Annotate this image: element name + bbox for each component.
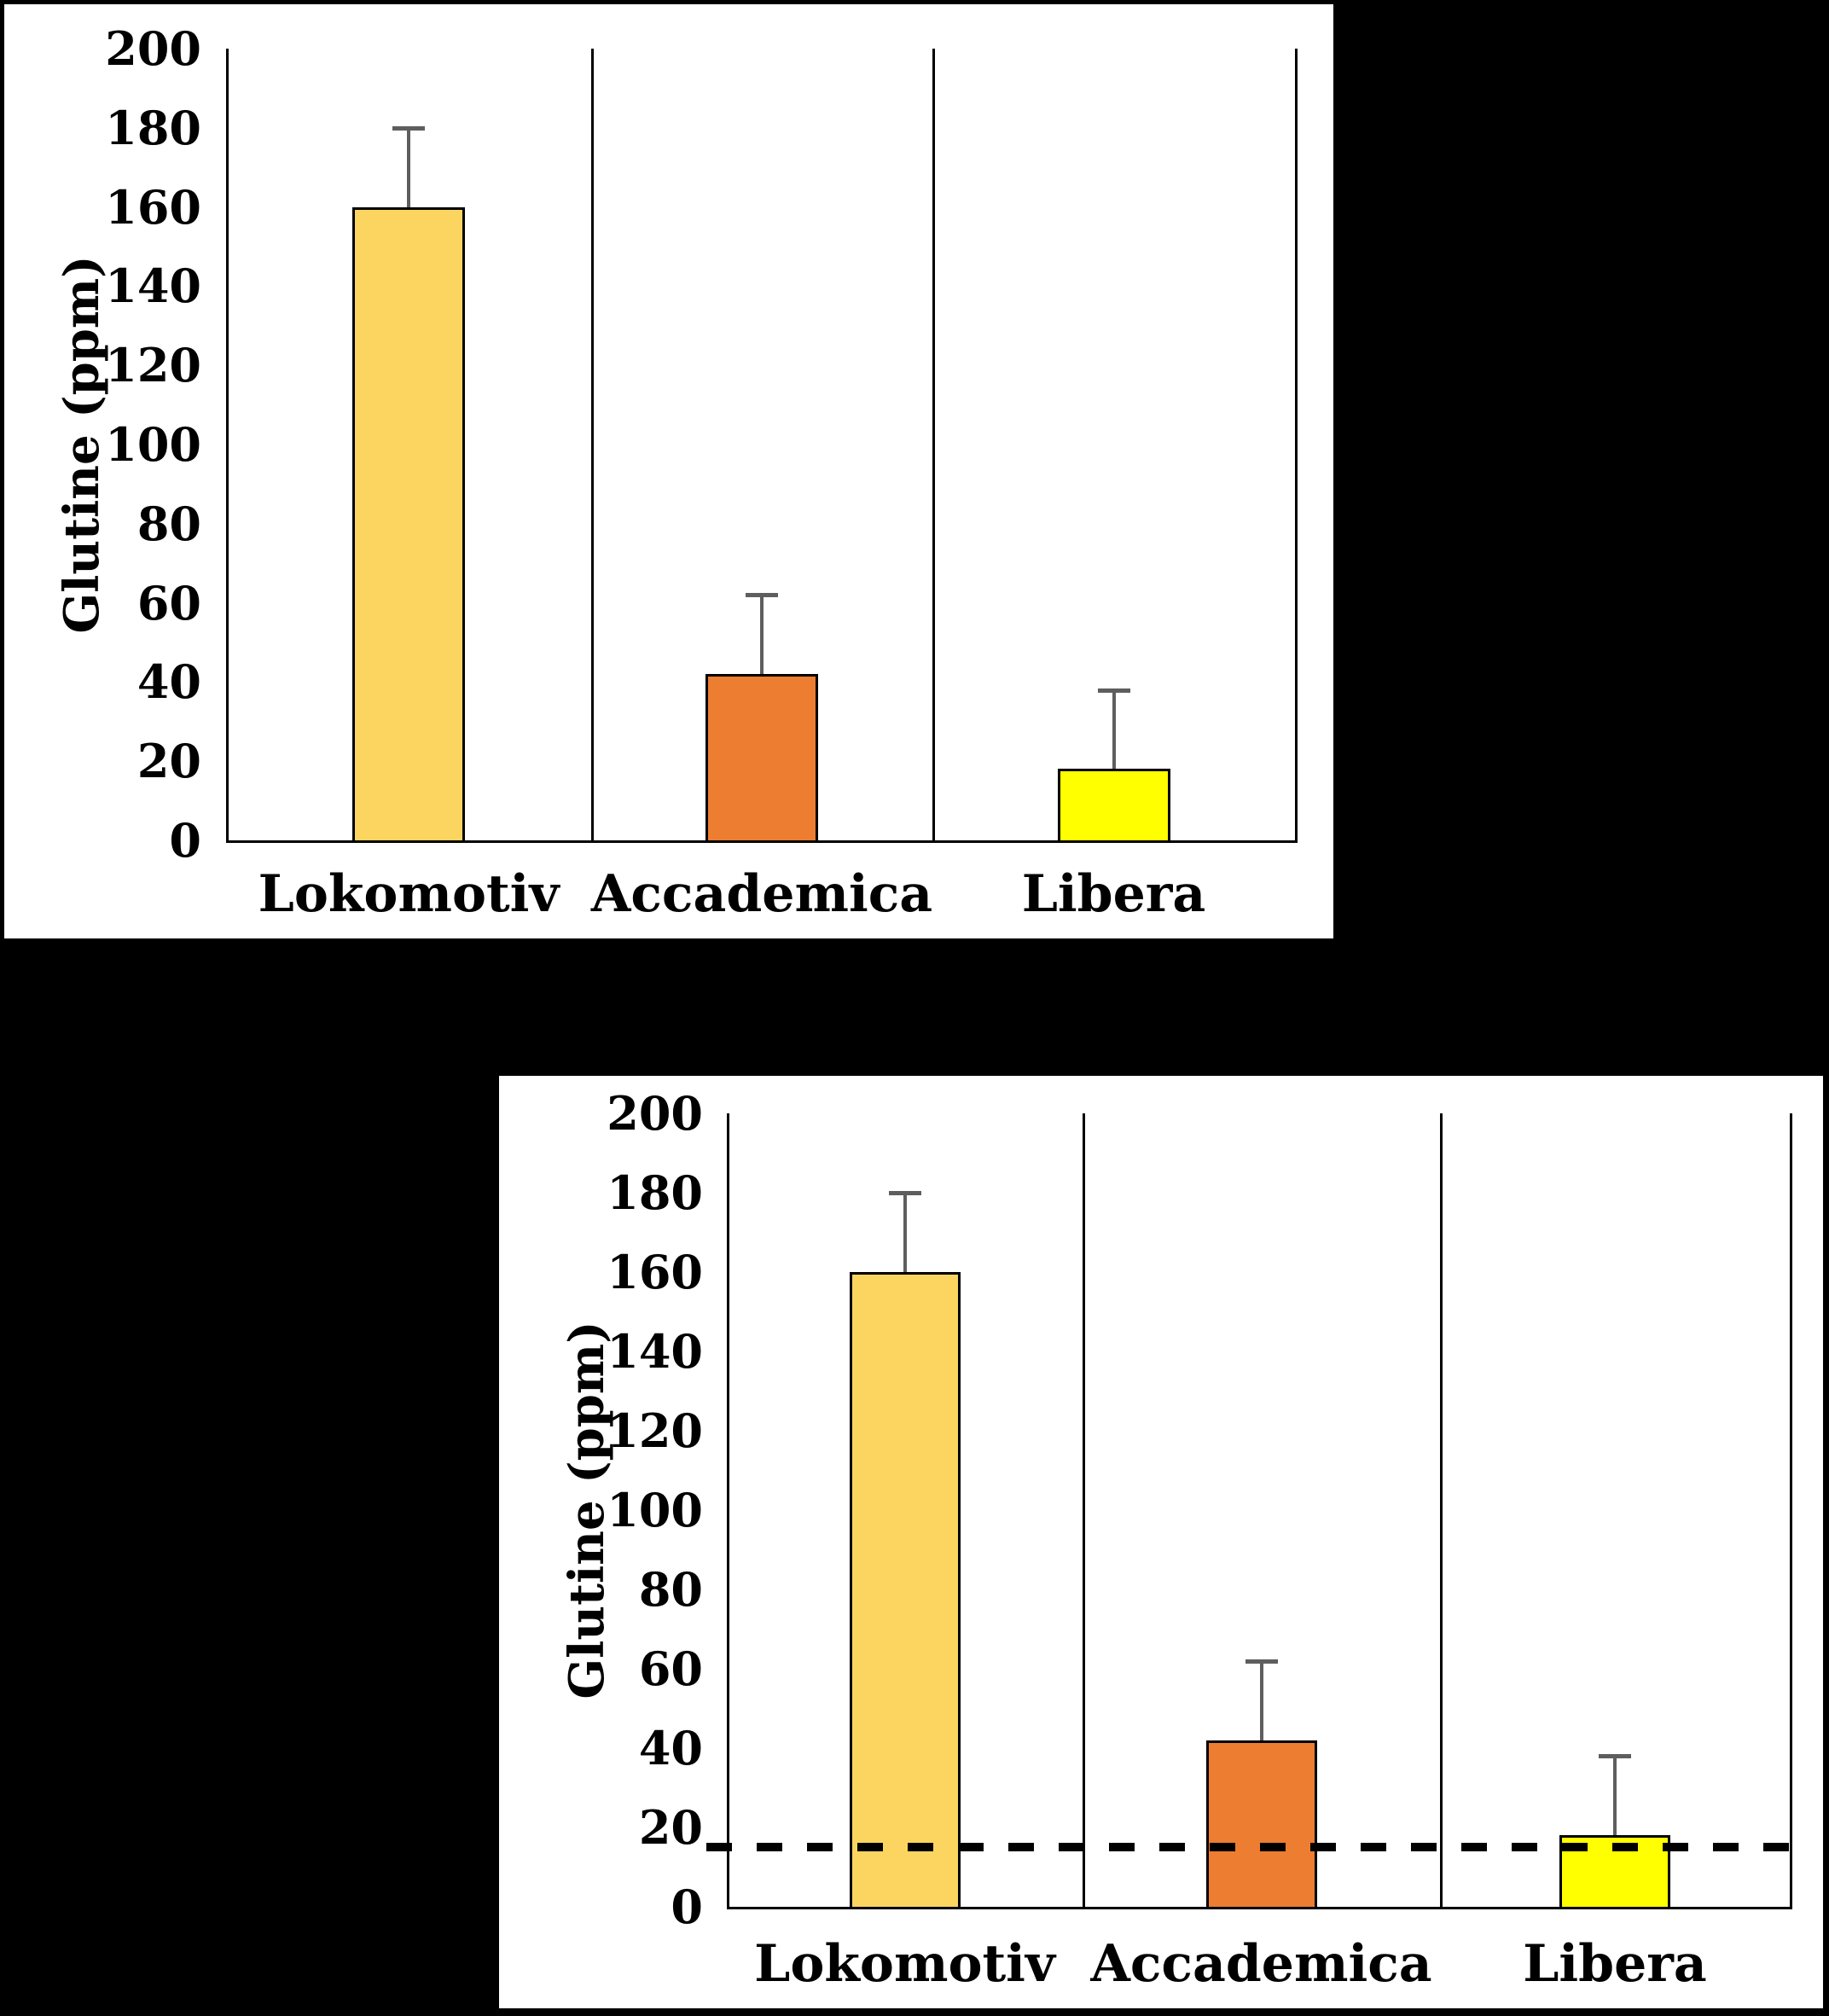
y-tick-label: 120 [105,338,201,393]
category-divider-line [1440,1113,1443,1907]
y-axis-line [727,1113,729,1907]
y-tick-label: 120 [607,1403,703,1458]
error-bar-cap [888,1191,921,1195]
y-tick-label: 200 [105,21,201,76]
x-category-label: Accademica [590,864,933,924]
error-bar-cap [1599,1754,1631,1759]
bar-accademica [705,674,818,843]
error-bar-stem [903,1193,907,1272]
x-category-label: Libera [1021,864,1206,924]
error-bar-cap [392,125,425,131]
category-divider-line [932,49,935,840]
error-bar-cap [746,593,778,598]
chart-panel-bottom: 0 20 40 60 80 100 120 140 160 180 200 Glutine (ppm)… [496,1073,1826,2011]
y-tick-label: 180 [105,100,201,155]
y-tick-label: 60 [136,575,201,630]
y-tick-label: 20 [136,734,201,789]
plot-right-border-line [1790,1113,1792,1907]
category-divider-line [591,49,594,840]
error-bar-cap [1245,1659,1278,1664]
y-tick-label: 200 [607,1086,703,1141]
y-tick-label: 160 [607,1245,703,1299]
bar-accademica [1205,1740,1317,1909]
x-category-label: Lokomotiv [258,864,560,924]
error-bar-stem [1112,689,1116,770]
bar-lokomotiv [849,1272,961,1909]
x-category-label: Libera [1523,1934,1707,1994]
y-axis-title: Glutine (ppm) [559,1321,615,1699]
error-bar-stem [1613,1756,1617,1836]
y-tick-label: 100 [607,1483,703,1537]
x-category-label: Lokomotiv [754,1934,1055,1994]
y-tick-label: 0 [671,1879,703,1934]
y-tick-label: 20 [638,1800,703,1855]
y-tick-label: 140 [607,1324,703,1379]
error-bar-stem [1259,1660,1263,1740]
category-divider-line [1083,1113,1085,1907]
bar-lokomotiv [352,206,465,843]
y-tick-label: 180 [607,1165,703,1220]
y-tick-label: 60 [638,1641,703,1696]
error-bar-stem [760,595,764,675]
x-category-label: Accademica [1090,1934,1432,1994]
y-axis-line [226,49,229,840]
y-tick-label: 40 [638,1721,703,1775]
y-tick-label: 140 [105,259,201,314]
threshold-dashed-line [706,1843,1791,1852]
plot-right-border-line [1295,49,1298,840]
chart-panel-top: 0 20 40 60 80 100 120 140 160 180 200 Glutine (ppm)… [2,2,1336,941]
y-tick-label: 40 [136,654,201,710]
error-bar-cap [1097,688,1130,693]
y-axis-title: Glutine (ppm) [54,255,110,634]
y-tick-label: 80 [638,1562,703,1617]
y-tick-label: 80 [136,496,201,551]
error-bar-stem [407,127,410,207]
bar-libera [1057,769,1170,843]
y-tick-label: 100 [105,417,201,472]
y-tick-label: 160 [105,179,201,235]
y-tick-label: 0 [169,813,201,868]
